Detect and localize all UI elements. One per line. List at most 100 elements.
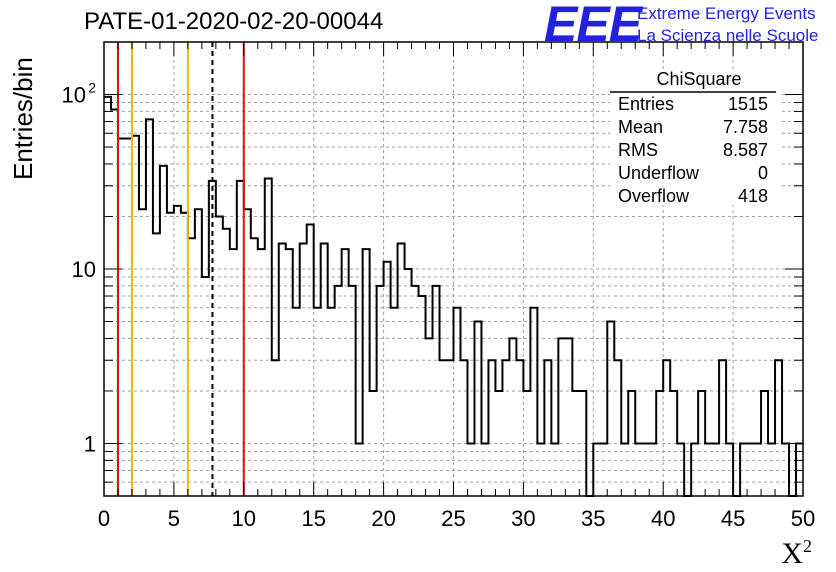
histogram-bin-89 (726, 443, 733, 496)
histogram-bin-7 (153, 233, 160, 496)
histogram-bin-76 (635, 443, 642, 496)
histogram-bin-82 (677, 443, 684, 496)
stats-row-label-1: Mean (618, 117, 663, 137)
histogram-bin-81 (670, 391, 677, 496)
histogram-bin-9 (167, 213, 174, 496)
x-tick-label-8: 40 (651, 506, 675, 531)
histogram-bin-10 (174, 206, 181, 496)
histogram-bin-42 (398, 244, 405, 496)
histogram-bin-26 (286, 249, 293, 496)
histogram-bin-50 (454, 308, 461, 496)
histogram-bin-60 (523, 391, 530, 496)
histogram-bin-88 (719, 360, 726, 496)
histogram-bin-58 (509, 338, 516, 496)
histogram-bin-95 (768, 443, 775, 496)
stats-row-label-3: Underflow (618, 163, 700, 183)
histogram-bin-80 (663, 360, 670, 496)
histogram-bin-62 (537, 443, 544, 496)
histogram-bin-57 (502, 360, 509, 496)
histogram-bin-32 (328, 308, 335, 496)
histogram-bin-8 (160, 166, 167, 496)
stats-row-value-3: 0 (758, 163, 768, 183)
histogram-bin-47 (433, 286, 440, 496)
x-tick-label-5: 25 (441, 506, 465, 531)
histogram-bin-39 (377, 286, 384, 496)
stats-row-label-0: Entries (618, 94, 674, 114)
stats-row-value-1: 7.758 (723, 117, 768, 137)
histogram-bin-17 (223, 229, 230, 496)
x-tick-label-6: 30 (511, 506, 535, 531)
stats-row-value-0: 1515 (728, 94, 768, 114)
histogram-bin-1 (111, 110, 118, 496)
histogram-bin-73 (614, 360, 621, 496)
stats-row-label-2: RMS (618, 140, 658, 160)
histogram-bin-45 (419, 296, 426, 496)
histogram-bin-55 (488, 360, 495, 496)
histogram-bin-67 (572, 391, 579, 496)
histogram-bin-79 (656, 391, 663, 496)
y-tick-label-1: 10 (72, 257, 96, 282)
histogram-bin-61 (530, 308, 537, 496)
histogram-bin-75 (628, 391, 635, 496)
histogram-bin-87 (712, 443, 719, 496)
histogram-bin-65 (558, 338, 565, 496)
histogram-bin-29 (307, 224, 314, 496)
histogram-bin-59 (516, 360, 523, 496)
histogram-bin-22 (258, 249, 265, 496)
histogram-bin-54 (481, 443, 488, 496)
histogram-bin-64 (551, 443, 558, 496)
histogram-bin-66 (565, 338, 572, 496)
histogram-bin-70 (593, 443, 600, 496)
stats-row-label-4: Overflow (618, 186, 690, 206)
histogram-bin-48 (440, 360, 447, 496)
eee-logo-mark: EEE (544, 0, 642, 52)
histogram-bin-13 (195, 209, 202, 496)
histogram-bin-78 (649, 443, 656, 496)
histogram-bin-33 (335, 286, 342, 496)
histogram-bin-56 (495, 391, 502, 496)
x-tick-label-9: 45 (721, 506, 745, 531)
logo-line-2: La Scienza nelle Scuole (637, 26, 819, 45)
histogram-bin-18 (230, 249, 237, 496)
histogram-bin-27 (293, 308, 300, 496)
histogram-bin-43 (405, 269, 412, 496)
histogram-bin-93 (754, 443, 761, 496)
x-tick-label-0: 0 (98, 506, 110, 531)
histogram-bin-3 (125, 138, 132, 496)
histogram-bin-2 (118, 138, 125, 496)
x-tick-label-3: 15 (301, 506, 325, 531)
histogram-bin-37 (363, 249, 370, 496)
histogram-bin-12 (188, 238, 195, 496)
histogram-bin-23 (265, 179, 272, 496)
histogram-bin-16 (216, 216, 223, 496)
histogram-bin-38 (370, 391, 377, 496)
histogram-bin-6 (146, 119, 153, 496)
histogram-bin-74 (621, 443, 628, 496)
histogram-bin-72 (607, 322, 614, 496)
histogram-bin-31 (321, 244, 328, 496)
x-tick-label-10: 50 (791, 506, 815, 531)
stats-box (610, 70, 780, 205)
histogram-bin-84 (691, 443, 698, 496)
stats-box-title: ChiSquare (656, 69, 741, 89)
y-tick-label-2: 10 (62, 83, 86, 108)
histogram-bin-46 (426, 338, 433, 496)
y-tick-label-exp-2: 2 (88, 80, 96, 96)
histogram-bin-25 (279, 244, 286, 496)
stats-row-value-4: 418 (738, 186, 768, 206)
histogram-bin-94 (761, 391, 768, 496)
stats-row-value-2: 8.587 (723, 140, 768, 160)
histogram-bin-91 (740, 443, 747, 496)
histogram-line (104, 95, 803, 497)
histogram-bin-34 (342, 249, 349, 496)
histogram-bin-11 (181, 213, 188, 496)
histogram-bin-53 (474, 322, 481, 496)
x-axis-label-superscript: 2 (803, 536, 812, 556)
histogram-bin-77 (642, 443, 649, 496)
histogram-bin-63 (544, 360, 551, 496)
histogram-bin-51 (460, 360, 467, 496)
histogram-bin-92 (747, 443, 754, 496)
histogram-bin-44 (412, 286, 419, 496)
